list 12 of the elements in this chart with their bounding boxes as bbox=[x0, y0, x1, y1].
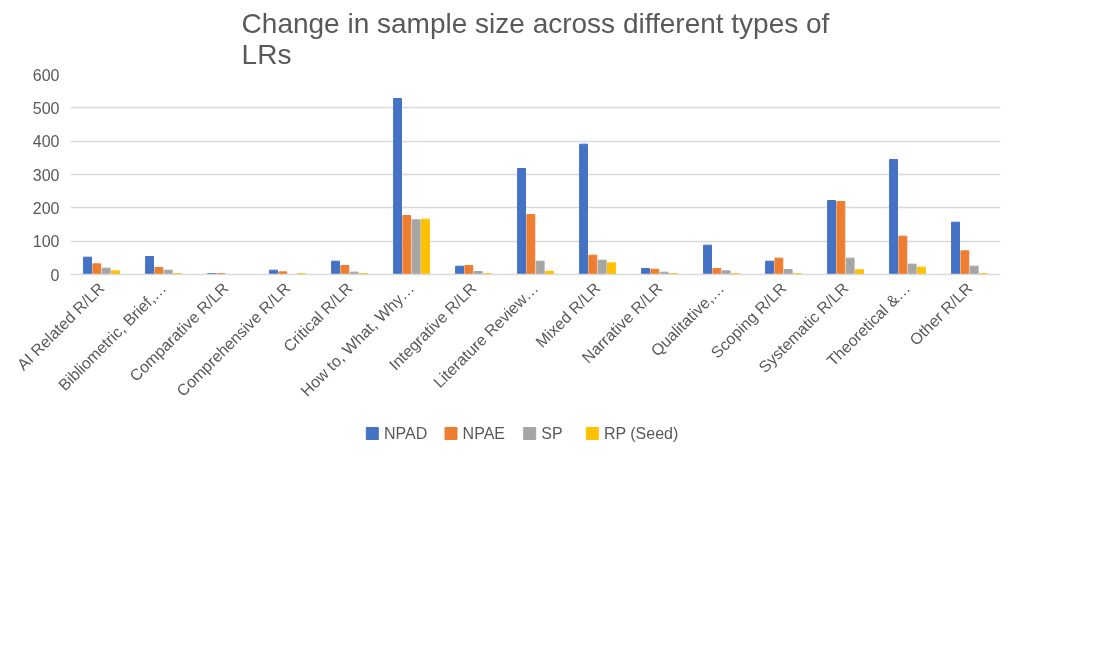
y-tick-label: 600 bbox=[32, 66, 60, 84]
legend-label: RP (Seed) bbox=[603, 425, 679, 442]
y-tick-label: 0 bbox=[50, 266, 60, 284]
legend-label: NPAD bbox=[383, 425, 428, 442]
y-tick-label: 100 bbox=[32, 233, 60, 251]
chart-title: Change in sample size across different types of LRs bbox=[241, 7, 830, 70]
legend-label: SP bbox=[541, 425, 563, 442]
legend-label: NPAE bbox=[462, 425, 506, 442]
y-tick-label: 500 bbox=[32, 99, 60, 117]
y-tick-label: 400 bbox=[32, 133, 60, 151]
y-tick-label: 200 bbox=[32, 199, 60, 217]
y-tick-label: 300 bbox=[32, 166, 60, 184]
